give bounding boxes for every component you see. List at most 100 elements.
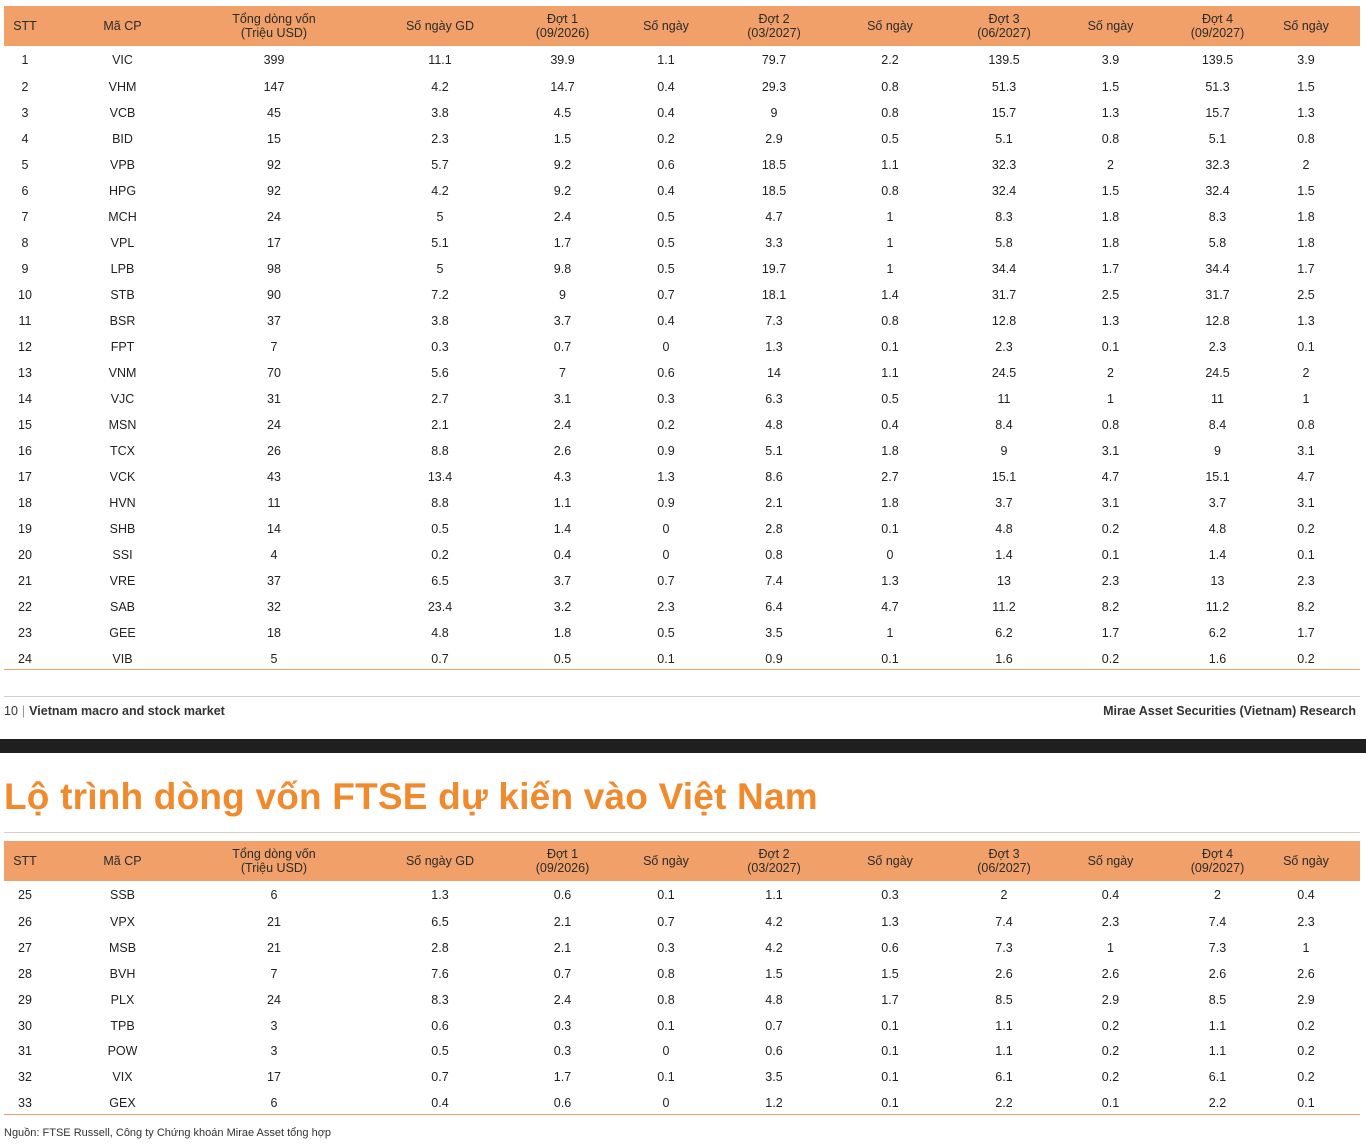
- table-cell: 0.8: [657, 966, 675, 981]
- table-cell: 1.1: [765, 888, 783, 902]
- table-cell: 24: [267, 210, 281, 224]
- table-cell: 0.3: [657, 940, 675, 955]
- table-cell: 31.7: [991, 288, 1017, 302]
- table-cell: 2.6: [995, 966, 1013, 981]
- table-cell: BID: [112, 132, 133, 146]
- table-cell: 8.5: [1208, 992, 1227, 1007]
- table-cell: 0.2: [1297, 1044, 1315, 1059]
- table-cell: 0.8: [1297, 132, 1315, 146]
- table-cell: 8.8: [431, 496, 449, 510]
- table-cell: 0.2: [1101, 1044, 1120, 1059]
- table-cell: LPB: [110, 262, 135, 276]
- table-cell: 0.7: [431, 652, 449, 666]
- table-row: 10 STB 90 7.2 9 0.7 18.1 1.4 31.7 2.5 31.7 2.5: [4, 282, 1360, 308]
- table-cell: STB: [110, 288, 135, 302]
- table-cell: 0.6: [431, 1018, 449, 1033]
- table-row: 32 VIX 17 0.7 1.7 0.1 3.5 0.1 6.1 0.2 6.1 0.2: [4, 1064, 1360, 1090]
- table-cell: BVH: [109, 966, 136, 981]
- table-cell: MCH: [108, 210, 137, 224]
- table-cell: 19: [18, 522, 32, 536]
- table-cell: 0.4: [881, 418, 899, 432]
- table-row: 23 GEE 18 4.8 1.8 0.5 3.5 1 6.2 1.7 6.2 1.7: [4, 620, 1360, 646]
- table-cell: 10: [18, 288, 32, 302]
- table-cell: 14.7: [550, 80, 575, 94]
- table-cell: 0.7: [657, 914, 675, 929]
- table-cell: 11: [997, 392, 1011, 406]
- table-cell: 26: [267, 444, 281, 458]
- table-cell: 147: [263, 80, 285, 94]
- table-cell: VIC: [112, 53, 133, 67]
- table-cell: 92: [267, 184, 281, 198]
- table-cell: 4.8: [765, 418, 783, 432]
- table-cell: 0.1: [657, 1018, 675, 1033]
- table-cell: 0.4: [1297, 888, 1315, 902]
- table-cell: 0.8: [881, 106, 899, 120]
- table-cell: 3.7: [995, 496, 1013, 510]
- table-cell: 5.7: [431, 158, 449, 172]
- table-cell: 3.1: [553, 392, 572, 406]
- table-cell: 1: [21, 53, 29, 67]
- table-cell: 2.7: [431, 392, 449, 406]
- table-cell: 3.7: [553, 314, 572, 328]
- table-cell: 2.9: [1101, 992, 1120, 1007]
- table-cell: 0.7: [553, 340, 572, 354]
- table-cell: 1.8: [1297, 236, 1315, 250]
- table-cell: 1.5: [1101, 184, 1120, 198]
- table-cell: 3.7: [553, 574, 572, 588]
- table-row: 1 VIC 399 11.1 39.9 1.1 79.7 2.2 139.5 3.9 139.5 3.…: [4, 46, 1360, 74]
- table-cell: 21: [18, 574, 32, 588]
- table-cell: 2.2: [995, 1096, 1013, 1111]
- table-cell: 0.1: [881, 1096, 899, 1111]
- table-cell: 0: [662, 1044, 670, 1059]
- table-cell: 139.5: [988, 53, 1020, 67]
- table-cell: 0.1: [881, 522, 899, 536]
- column-header: STT: [4, 841, 46, 881]
- table-cell: 51.3: [991, 80, 1017, 94]
- table-cell: 31: [18, 1044, 32, 1059]
- table-cell: 22: [18, 600, 32, 614]
- table-cell: 7: [270, 340, 278, 354]
- table-cell: 2: [1214, 888, 1221, 902]
- table-cell: 2: [1302, 366, 1310, 380]
- title-underline: [4, 832, 1360, 833]
- table-cell: 2.7: [881, 470, 899, 484]
- table-cell: 1: [886, 236, 894, 250]
- table-cell: 1.8: [881, 444, 899, 458]
- table-cell: 4: [270, 548, 278, 562]
- table-cell: 0.3: [553, 1044, 572, 1059]
- report-title: Vietnam macro and stock market: [29, 704, 225, 718]
- table-cell: 8.8: [431, 444, 449, 458]
- table-cell: 29: [18, 992, 32, 1007]
- table-cell: 0.6: [657, 158, 675, 172]
- page-title: Lộ trình dòng vốn FTSE dự kiến vào Việt …: [4, 776, 818, 817]
- table-cell: 24: [267, 418, 281, 432]
- table-row: 3 VCB 45 3.8 4.5 0.4 9 0.8 15.7 1.3 15.7 1.3: [4, 100, 1360, 126]
- table-cell: 1.7: [553, 236, 572, 250]
- table-cell: 11.2: [992, 600, 1016, 614]
- table-row: 15 MSN 24 2.1 2.4 0.2 4.8 0.4 8.4 0.8 8.4 0.8: [4, 412, 1360, 438]
- column-header: Đợt 2 (03/2027): [738, 6, 810, 46]
- table-cell: 4.2: [765, 914, 783, 929]
- table-cell: 1.5: [1101, 80, 1120, 94]
- table-cell: 4.8: [765, 992, 783, 1007]
- table-row: 13 VNM 70 5.6 7 0.6 14 1.1 24.5 2 24.5 2: [4, 360, 1360, 386]
- table-cell: 3.5: [765, 1070, 783, 1085]
- table-cell: 1.1: [995, 1018, 1013, 1033]
- table-cell: 1.4: [881, 288, 899, 302]
- table-cell: 1: [1107, 392, 1114, 406]
- table-bottom-rule: [4, 1114, 1360, 1115]
- table-cell: 2.4: [553, 210, 572, 224]
- table-cell: 0.4: [431, 1096, 449, 1111]
- table-cell: 7: [559, 366, 566, 380]
- table-cell: 1.3: [431, 888, 449, 902]
- table-cell: 0.6: [657, 366, 675, 380]
- table-cell: 1: [886, 626, 894, 640]
- table-cell: VJC: [110, 392, 135, 406]
- table-cell: 2: [1302, 158, 1310, 172]
- table-cell: 2.8: [765, 522, 783, 536]
- table-cell: TCX: [110, 444, 135, 458]
- table-cell: 0.3: [553, 1018, 572, 1033]
- table-cell: 3.5: [765, 626, 783, 640]
- table-cell: 3.1: [1101, 444, 1120, 458]
- table-cell: 15.1: [1205, 470, 1230, 484]
